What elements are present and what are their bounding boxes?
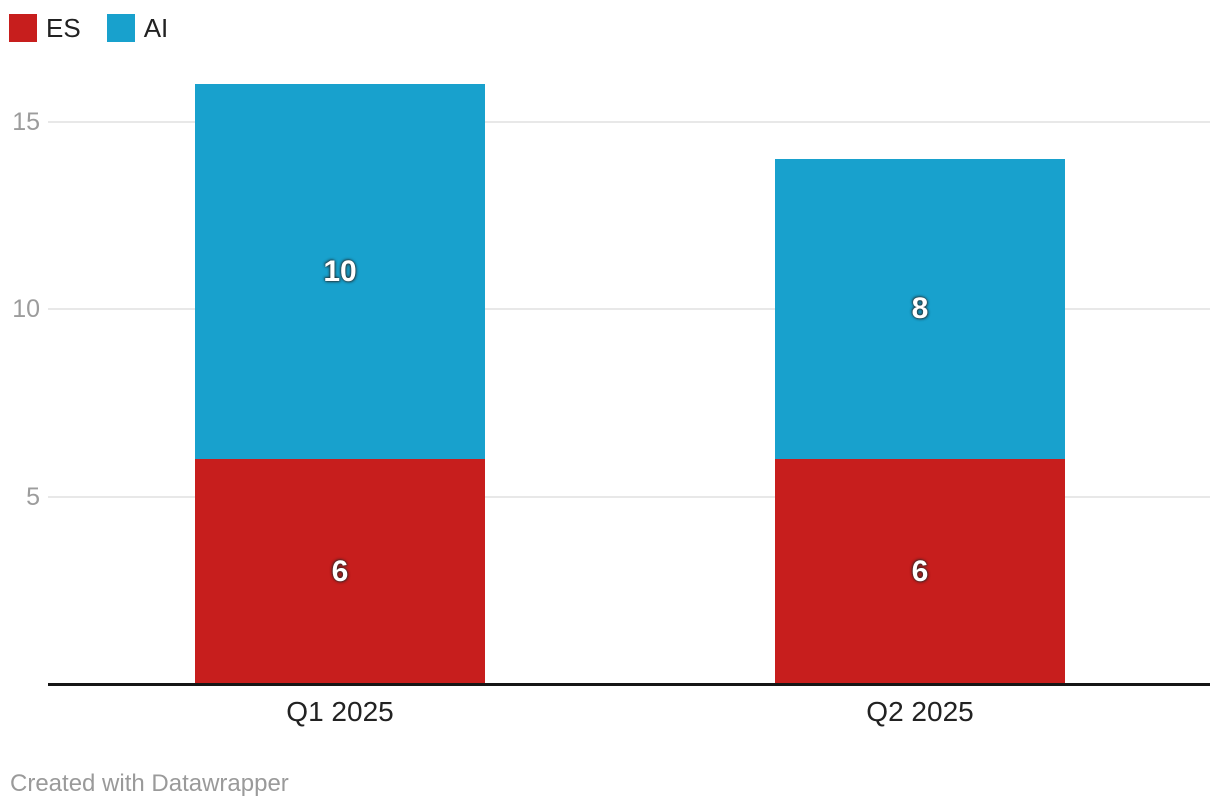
bar-segment-ai[interactable] — [195, 84, 485, 459]
y-gridline — [48, 495, 1210, 498]
legend-swatch-icon — [106, 14, 135, 42]
bar-value-label: 8 — [911, 292, 929, 325]
bar-segment-ai[interactable] — [775, 159, 1065, 459]
legend-label: AI — [143, 13, 169, 43]
legend: ES AI — [9, 14, 194, 42]
y-axis-tick-label: 15 — [12, 107, 40, 136]
bar-segment-es[interactable] — [775, 459, 1065, 684]
legend-label: ES — [46, 13, 81, 43]
bar-value-label: 6 — [331, 554, 349, 588]
y-axis-tick-label: 5 — [26, 482, 40, 511]
bar-value-label: 10 — [323, 254, 357, 288]
y-gridline — [48, 120, 1210, 123]
legend-swatch-icon — [9, 14, 37, 42]
y-axis-tick-label: 10 — [12, 295, 40, 323]
x-axis-category-label: Q1 2025 — [286, 696, 394, 727]
x-axis-line — [48, 683, 1210, 686]
legend-item-es: ES — [9, 14, 81, 42]
y-gridline — [48, 308, 1210, 310]
attribution-text: Created with Datawrapper — [10, 770, 289, 797]
legend-item-ai: AI — [106, 13, 169, 43]
x-axis-category-label: Q2 2025 — [866, 696, 974, 727]
bar-value-label: 6 — [911, 554, 929, 588]
bar-segment-es[interactable] — [195, 459, 485, 684]
